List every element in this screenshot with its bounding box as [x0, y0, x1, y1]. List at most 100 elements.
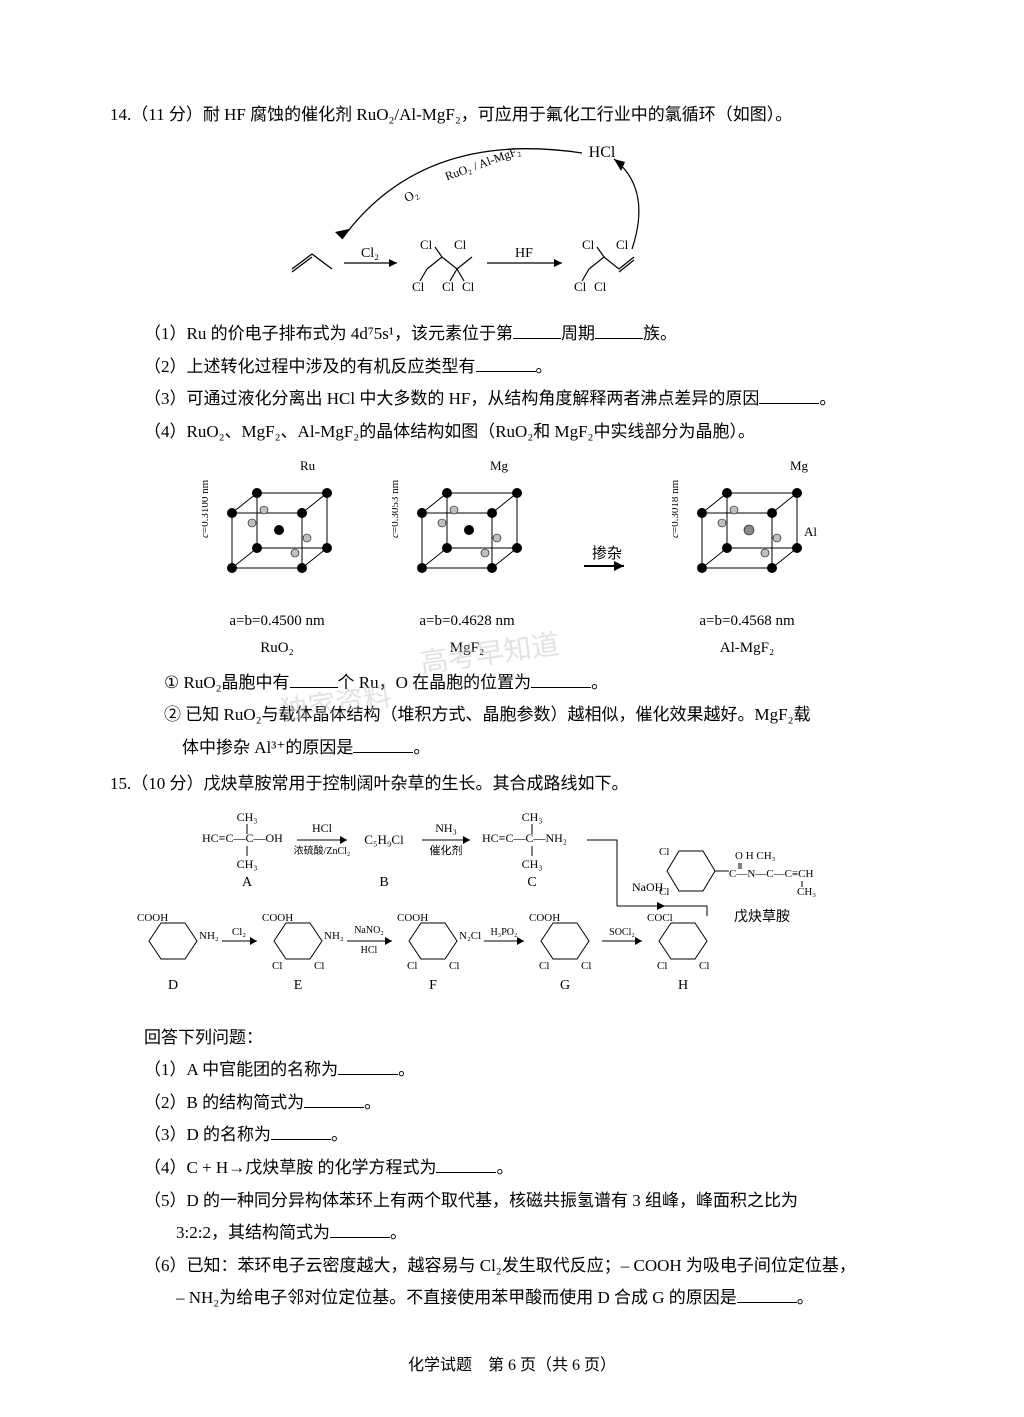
svg-text:E: E [294, 978, 303, 993]
period: 。 [331, 1125, 348, 1144]
svg-text:Cl: Cl [449, 960, 459, 972]
q15-sub5a: （5）D 的一种同分异构体苯环上有两个取代基，核磁共振氢谱有 3 组峰，峰面积之… [110, 1186, 914, 1217]
svg-text:Cl: Cl [539, 960, 549, 972]
svg-text:Cl: Cl [582, 237, 595, 252]
svg-text:COOH: COOH [397, 912, 428, 924]
svg-text:Cl: Cl [574, 279, 587, 294]
arrow-label: 掺杂 [592, 546, 622, 562]
svg-text:O₂: O₂ [401, 185, 420, 205]
page-footer: 化学试题 第 6 页（共 6 页） [0, 1352, 1024, 1381]
svg-text:HC≡C—C—NH₂: HC≡C—C—NH₂ [482, 831, 567, 845]
svg-text:COCl: COCl [647, 912, 673, 924]
doping-arrow: 掺杂 [582, 551, 632, 568]
exam-page: 14.（11 分）耐 HF 腐蚀的催化剂 RuO₂/Al-MgF₂，可应用于氟化… [0, 0, 1024, 1417]
svg-text:Cl: Cl [594, 279, 607, 294]
period: 。 [591, 673, 608, 692]
q14-sub1-c: 族。 [643, 324, 677, 343]
q14-sub3: （3）可通过液化分离出 HCl 中大多数的 HF，从结构角度解释两者沸点差异的原… [110, 384, 914, 415]
svg-text:C—N—C—C≡CH: C—N—C—C≡CH [729, 868, 813, 880]
text: （3）D 的名称为 [144, 1125, 271, 1144]
svg-text:NH₂: NH₂ [324, 930, 344, 942]
ab-label: a=b=0.4500 nm [229, 613, 324, 629]
text: 回答下列问题： [144, 1028, 263, 1047]
svg-text:Cl: Cl [272, 960, 282, 972]
q15-sub4: （4）C + H→戊炔草胺 的化学方程式为 。 [110, 1153, 914, 1184]
svg-text:COOH: COOH [262, 912, 293, 924]
svg-text:Cl: Cl [699, 960, 709, 972]
blank [436, 1155, 496, 1173]
svg-text:c=0.3053 nm: c=0.3053 nm [392, 479, 401, 538]
period: 。 [413, 738, 430, 757]
svg-text:浓硫酸/ZnCl₂: 浓硫酸/ZnCl₂ [294, 844, 351, 857]
period: 。 [536, 357, 553, 376]
crystal-name: Al-MgF₂ [720, 640, 774, 656]
c-axis-label: c=0.3100 nm [202, 479, 211, 538]
svg-text:CH₃: CH₃ [522, 810, 543, 824]
q15-intro: 回答下列问题： [110, 1023, 914, 1054]
svg-text:H: H [678, 978, 688, 993]
blank [737, 1285, 797, 1303]
svg-text:Cl: Cl [407, 960, 417, 972]
svg-text:HCl: HCl [361, 945, 378, 956]
q14-sub4-text: （4）RuO₂、MgF₂、Al-MgF₂的晶体结构如图（RuO₂和 MgF₂中实… [144, 422, 755, 441]
q15-header: 15.（10 分）戊炔草胺常用于控制阔叶杂草的生长。其合成路线如下。 [110, 769, 914, 800]
period: 。 [797, 1288, 814, 1307]
svg-text:Cl: Cl [412, 279, 425, 294]
crystal-name: MgF₂ [450, 640, 484, 656]
blank [476, 354, 536, 372]
q14-sub1-b: 周期 [561, 324, 595, 343]
svg-text:HC≡C—C—OH: HC≡C—C—OH [202, 831, 283, 845]
blank [353, 735, 413, 753]
svg-text:Cl: Cl [454, 237, 467, 252]
text: 体中掺杂 Al³⁺的原因是 [182, 738, 353, 757]
ab-label: a=b=0.4628 nm [419, 613, 514, 629]
q15-sub6b: – NH₂为给电子邻对位定位基。不直接使用苯甲酸而使用 D 合成 G 的原因是 。 [110, 1283, 914, 1314]
crystal-mgf2: Mg c=0.3053 nm [392, 458, 542, 662]
svg-text:COOH: COOH [137, 912, 168, 924]
blank [759, 386, 819, 404]
svg-text:Mg: Mg [490, 458, 509, 473]
svg-text:H₃PO₂: H₃PO₂ [491, 927, 518, 938]
svg-text:Cl: Cl [442, 279, 455, 294]
svg-text:Cl: Cl [659, 846, 669, 858]
blank [330, 1220, 390, 1238]
svg-text:Cl: Cl [616, 237, 629, 252]
text: – NH₂为给电子邻对位定位基。不直接使用苯甲酸而使用 D 合成 G 的原因是 [176, 1288, 737, 1307]
text: （2）B 的结构简式为 [144, 1093, 304, 1112]
svg-text:CH₃: CH₃ [797, 886, 816, 898]
q15-sub5b: 3:2:2，其结构简式为。 [110, 1218, 914, 1249]
ab-label: a=b=0.4568 nm [699, 613, 794, 629]
svg-text:NH₃: NH₃ [435, 821, 457, 835]
hcl-label: HCl [589, 144, 616, 161]
q14-sub4: （4）RuO₂、MgF₂、Al-MgF₂的晶体结构如图（RuO₂和 MgF₂中实… [110, 417, 914, 448]
q14-sub2-text: （2）上述转化过程中涉及的有机反应类型有 [144, 357, 476, 376]
svg-text:Al: Al [804, 524, 817, 539]
svg-text:N₂Cl: N₂Cl [459, 930, 481, 942]
q14-number: 14. [110, 105, 131, 124]
svg-text:CH₃: CH₃ [522, 857, 543, 871]
svg-text:Cl: Cl [659, 886, 669, 898]
text: 3:2:2，其结构简式为 [176, 1223, 330, 1242]
svg-text:Cl: Cl [462, 279, 475, 294]
svg-text:COOH: COOH [529, 912, 560, 924]
period: 。 [496, 1158, 513, 1177]
svg-text:CH₃: CH₃ [237, 857, 258, 871]
svg-text:RuO₂ / Al-MgF₂: RuO₂ / Al-MgF₂ [443, 143, 522, 183]
q14-stem: 耐 HF 腐蚀的催化剂 RuO₂/Al-MgF₂，可应用于氟化工行业中的氯循环（… [203, 105, 792, 124]
crystal-name: RuO₂ [260, 640, 294, 656]
svg-text:催化剂: 催化剂 [430, 843, 463, 857]
text: （5）D 的一种同分异构体苯环上有两个取代基，核磁共振氢谱有 3 组峰，峰面积之… [144, 1191, 798, 1210]
q14-sub4-2b: 体中掺杂 Al³⁺的原因是 。 [110, 733, 914, 764]
svg-text:C₅H₉Cl: C₅H₉Cl [364, 832, 404, 847]
period: 。 [398, 1060, 415, 1079]
q14-sub4-1: ① RuO₂晶胞中有个 Ru，O 在晶胞的位置为。 [110, 668, 914, 699]
text: （4）C + H→戊炔草胺 的化学方程式为 [144, 1158, 436, 1177]
svg-text:NaNO₂: NaNO₂ [354, 925, 384, 936]
blank [531, 670, 591, 688]
blank [271, 1122, 331, 1140]
q15-points: （10 分） [131, 774, 203, 793]
q14-sub3-text: （3）可通过液化分离出 HCl 中大多数的 HF，从结构角度解释两者沸点差异的原… [144, 389, 759, 408]
svg-text:HCl: HCl [312, 821, 333, 835]
q15-sub6a: （6）已知：苯环电子云密度越大，越容易与 Cl₂发生取代反应；– COOH 为吸… [110, 1251, 914, 1282]
svg-text:Cl₂: Cl₂ [232, 926, 246, 938]
